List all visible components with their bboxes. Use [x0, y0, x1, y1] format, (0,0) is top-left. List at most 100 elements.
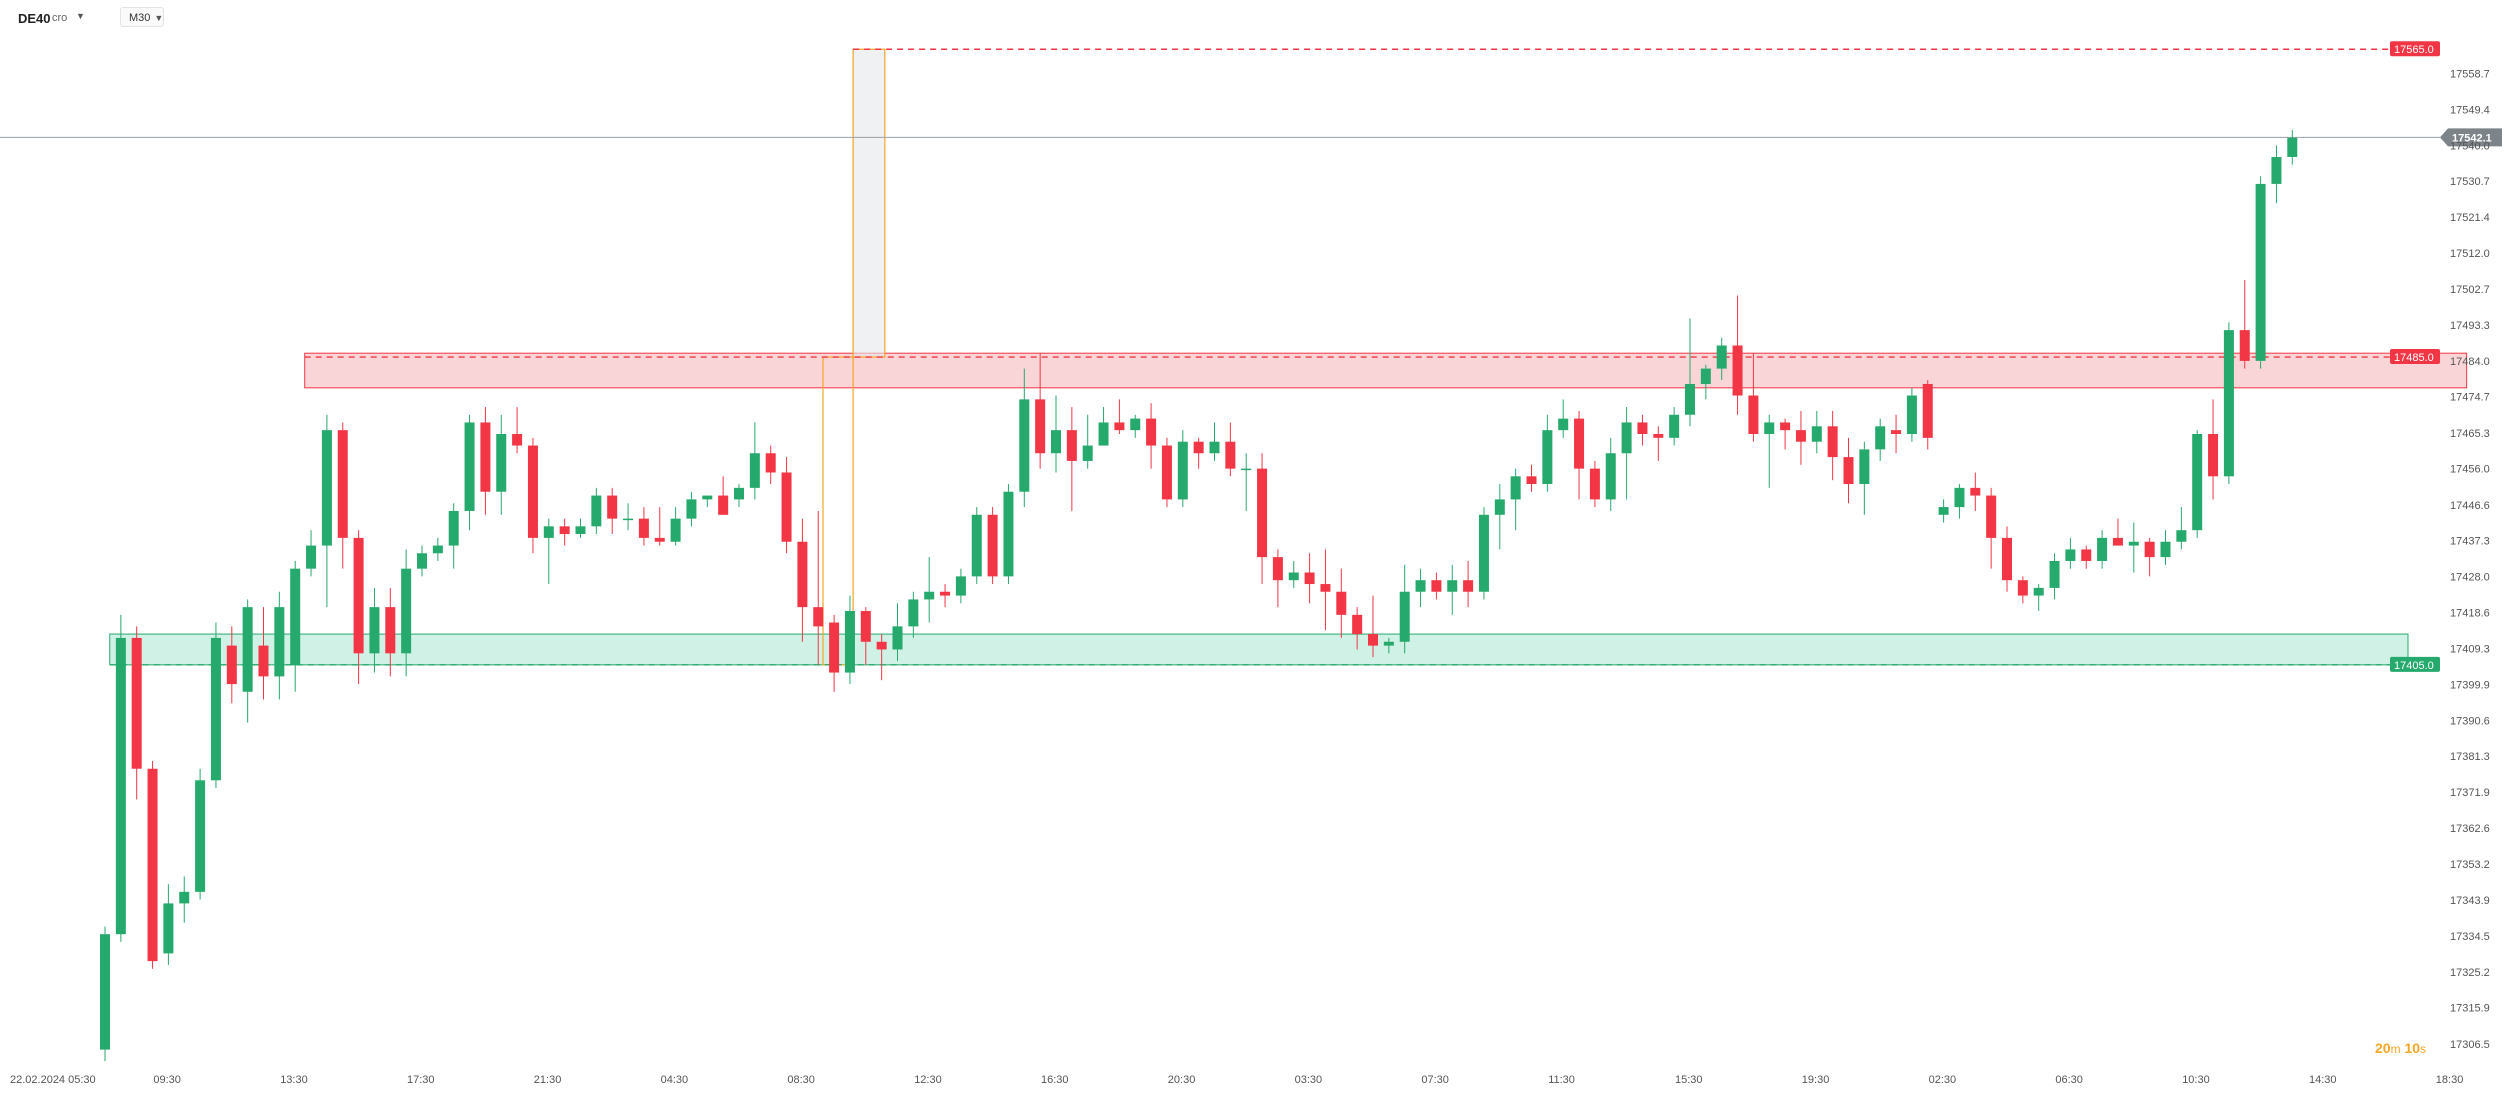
candle[interactable] [1605, 437, 1616, 511]
candle[interactable] [1938, 499, 1949, 523]
candle[interactable] [2002, 526, 2012, 592]
candle[interactable] [1066, 407, 1077, 511]
candle[interactable] [1193, 437, 1204, 469]
candle[interactable] [1510, 468, 1521, 531]
candle[interactable] [892, 603, 903, 662]
candle[interactable] [844, 595, 855, 685]
candle[interactable] [163, 884, 174, 965]
candle[interactable] [2128, 522, 2139, 573]
candle[interactable] [607, 487, 618, 535]
candle[interactable] [1891, 414, 1902, 454]
candle[interactable] [448, 503, 459, 569]
candle[interactable] [464, 414, 475, 531]
candle[interactable] [2017, 576, 2028, 604]
candle[interactable] [1700, 364, 1711, 400]
candle[interactable] [1098, 407, 1109, 446]
candle[interactable] [1399, 564, 1410, 654]
candle[interactable] [1304, 553, 1315, 604]
candle[interactable] [1494, 484, 1505, 550]
candle[interactable] [1795, 410, 1806, 465]
candle[interactable] [1288, 560, 1299, 588]
candle[interactable] [813, 510, 824, 665]
candle[interactable] [765, 445, 776, 485]
candle[interactable] [1035, 353, 1046, 469]
candle[interactable] [321, 414, 332, 608]
candle[interactable] [512, 407, 523, 454]
candle[interactable] [2160, 530, 2171, 565]
candle[interactable] [242, 599, 253, 723]
candle[interactable] [971, 507, 982, 585]
candle[interactable] [1320, 549, 1331, 631]
candle[interactable] [417, 545, 427, 577]
candle[interactable] [1161, 437, 1172, 508]
support-zone[interactable] [109, 633, 2409, 666]
measure-box-2[interactable] [852, 48, 886, 358]
candle[interactable] [527, 437, 538, 554]
candle[interactable] [559, 518, 570, 546]
candle[interactable] [1811, 410, 1822, 454]
candle[interactable] [734, 484, 744, 508]
candle[interactable] [718, 476, 729, 515]
candle[interactable] [1637, 414, 1648, 446]
candle[interactable] [797, 518, 808, 642]
candle[interactable] [2208, 399, 2219, 500]
candle[interactable] [226, 626, 237, 704]
candle[interactable] [575, 518, 586, 538]
candle[interactable] [1146, 403, 1157, 469]
candle[interactable] [432, 537, 443, 561]
candle[interactable] [1716, 337, 1727, 381]
candle[interactable] [1225, 422, 1236, 477]
candle[interactable] [353, 530, 364, 685]
candle[interactable] [623, 503, 634, 531]
candle[interactable] [1574, 410, 1585, 500]
candle[interactable] [1336, 568, 1347, 638]
candle[interactable] [1764, 414, 1775, 488]
candle[interactable] [702, 495, 713, 508]
candle[interactable] [654, 507, 665, 546]
candle[interactable] [1954, 484, 1965, 519]
candle[interactable] [638, 507, 649, 546]
candle[interactable] [924, 557, 935, 623]
candle[interactable] [1177, 430, 1188, 508]
candle[interactable] [1653, 426, 1664, 461]
candle[interactable] [1383, 637, 1394, 654]
timeframe-select[interactable]: M30 ▼ [120, 7, 164, 27]
candle[interactable] [274, 591, 285, 700]
candle[interactable] [940, 584, 951, 608]
candle[interactable] [543, 518, 554, 585]
candle[interactable] [1114, 399, 1125, 434]
candle[interactable] [496, 414, 507, 515]
candle[interactable] [290, 560, 301, 692]
candle[interactable] [1922, 380, 1933, 450]
candle[interactable] [385, 587, 396, 677]
candle[interactable] [1827, 410, 1838, 481]
candle[interactable] [115, 614, 126, 942]
candle[interactable] [337, 422, 348, 569]
candle[interactable] [2223, 322, 2234, 485]
candle[interactable] [195, 768, 206, 900]
candle[interactable] [591, 487, 602, 535]
candle[interactable] [1431, 572, 1442, 600]
candle[interactable] [2287, 130, 2298, 165]
candle[interactable] [781, 457, 792, 554]
symbol-name[interactable]: DE40 [18, 11, 51, 26]
candle[interactable] [670, 507, 681, 546]
candle[interactable] [2049, 553, 2060, 600]
candle[interactable] [860, 607, 871, 665]
candle[interactable] [179, 876, 190, 923]
candle[interactable] [306, 530, 317, 577]
candle[interactable] [2176, 507, 2187, 550]
candle[interactable] [876, 634, 887, 681]
candle[interactable] [1352, 607, 1363, 650]
candle[interactable] [1748, 353, 1759, 442]
candle[interactable] [1272, 549, 1283, 608]
candle[interactable] [480, 407, 491, 515]
candle[interactable] [1732, 295, 1743, 415]
candle[interactable] [1051, 395, 1061, 473]
symbol-dropdown-chevron-icon[interactable]: ▼ [76, 11, 85, 21]
candle[interactable] [1542, 414, 1553, 492]
candle[interactable] [1019, 368, 1030, 508]
candle[interactable] [1447, 564, 1458, 615]
candle[interactable] [1621, 407, 1632, 500]
